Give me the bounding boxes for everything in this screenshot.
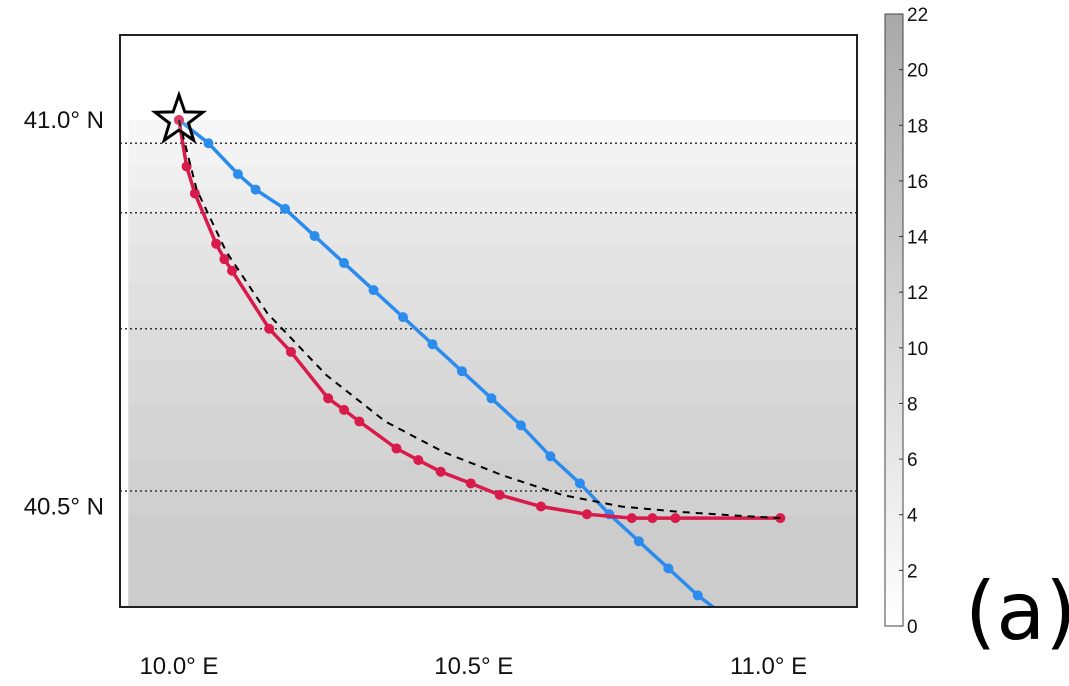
- background-band: [128, 143, 857, 167]
- fixed-route-point: [368, 285, 379, 296]
- background-band: [128, 514, 857, 607]
- colorbar-tick-label: 0: [907, 617, 918, 638]
- colorbar: 0 2 4 6 8 10 12 14 16 18 20 22: [884, 5, 929, 638]
- fixed-route-point: [728, 617, 738, 627]
- optimal-route-point: [413, 455, 424, 466]
- fixed-route-point: [203, 138, 214, 149]
- fixed-route-point: [309, 230, 320, 241]
- optimal-route-point: [264, 323, 275, 334]
- optimal-route-point: [285, 346, 296, 357]
- colorbar-gradient: [884, 13, 904, 627]
- fixed-route-point: [280, 203, 291, 214]
- optimal-route-point: [211, 238, 222, 249]
- panel-label: (a): [965, 565, 1069, 658]
- optimal-route-line: [177, 119, 781, 520]
- optimal-route-point: [494, 489, 505, 500]
- fixed-route-point: [545, 451, 556, 462]
- x-tick-label: 10.5° E: [434, 653, 513, 680]
- optimal-route-point: [670, 513, 681, 524]
- optimal-route-point: [435, 466, 446, 477]
- optimal-route-point: [354, 416, 365, 427]
- background-band: [128, 166, 857, 190]
- start-star-marker: [150, 90, 208, 144]
- fixed-route-point: [633, 536, 644, 547]
- route-series: [173, 115, 786, 627]
- fixed-route-point: [250, 184, 261, 195]
- colorbar-tick-label: 12: [907, 283, 928, 304]
- colorbar-tick-label: 4: [907, 506, 918, 527]
- fixed-route-point: [456, 366, 467, 377]
- background-band: [128, 321, 857, 360]
- fixed-route-point: [486, 393, 497, 404]
- optimal-route-point: [219, 254, 230, 265]
- colorbar-tick-label: 2: [907, 561, 918, 582]
- y-tick-label: 41.0° N: [24, 107, 104, 134]
- y-tick-label: 40.5° N: [24, 494, 104, 521]
- background-band: [128, 189, 857, 213]
- optimal-route-point: [465, 478, 476, 489]
- x-tick-label: 10.0° E: [139, 653, 218, 680]
- fixed-route-line: [177, 118, 716, 607]
- background-band: [128, 243, 857, 283]
- optimal-route-point: [535, 501, 546, 512]
- optimal-route-point: [647, 513, 658, 524]
- colorbar-tick-label: 6: [907, 450, 918, 471]
- optimal-route-point: [323, 393, 334, 404]
- colorbar-tick-label: 16: [907, 172, 928, 193]
- optimal-route-point: [189, 188, 200, 199]
- fixed-route-point: [427, 339, 438, 350]
- optimal-route-point: [581, 509, 592, 520]
- axis-tick-labels: 10.0° E 10.5° E 11.0° E 41.0° N 40.5° N: [24, 107, 807, 680]
- fixed-route-point: [339, 258, 350, 269]
- background-band: [128, 282, 857, 321]
- background-band: [128, 212, 857, 244]
- x-tick-label: 11.0° E: [730, 653, 807, 680]
- optimal-route-point: [626, 513, 637, 524]
- colorbar-ticks: 0 2 4 6 8 10 12 14 16 18 20 22: [899, 5, 929, 638]
- start-marker: [150, 90, 208, 144]
- background-field: [120, 35, 857, 607]
- background-band: [128, 120, 857, 144]
- colorbar-tick-label: 22: [907, 5, 928, 26]
- fixed-route-point: [692, 590, 703, 601]
- colorbar-tick-label: 20: [907, 61, 928, 82]
- colorbar-tick-label: 14: [907, 228, 929, 249]
- fixed-route-point: [232, 169, 243, 180]
- fixed-route-point: [574, 478, 585, 489]
- fixed-route-point: [515, 420, 526, 431]
- colorbar-tick-label: 18: [907, 116, 928, 137]
- background-band: [128, 460, 857, 515]
- plot-frame: [119, 34, 858, 608]
- colorbar-tick-label: 10: [907, 339, 928, 360]
- fixed-route-point: [398, 312, 409, 323]
- optimal-route-point: [391, 443, 402, 454]
- background-band: [128, 406, 857, 461]
- colorbar-tick-label: 8: [907, 394, 918, 415]
- optimal-route-point: [339, 404, 350, 415]
- fixed-route-point: [663, 563, 674, 574]
- optimal-route-point: [227, 265, 238, 276]
